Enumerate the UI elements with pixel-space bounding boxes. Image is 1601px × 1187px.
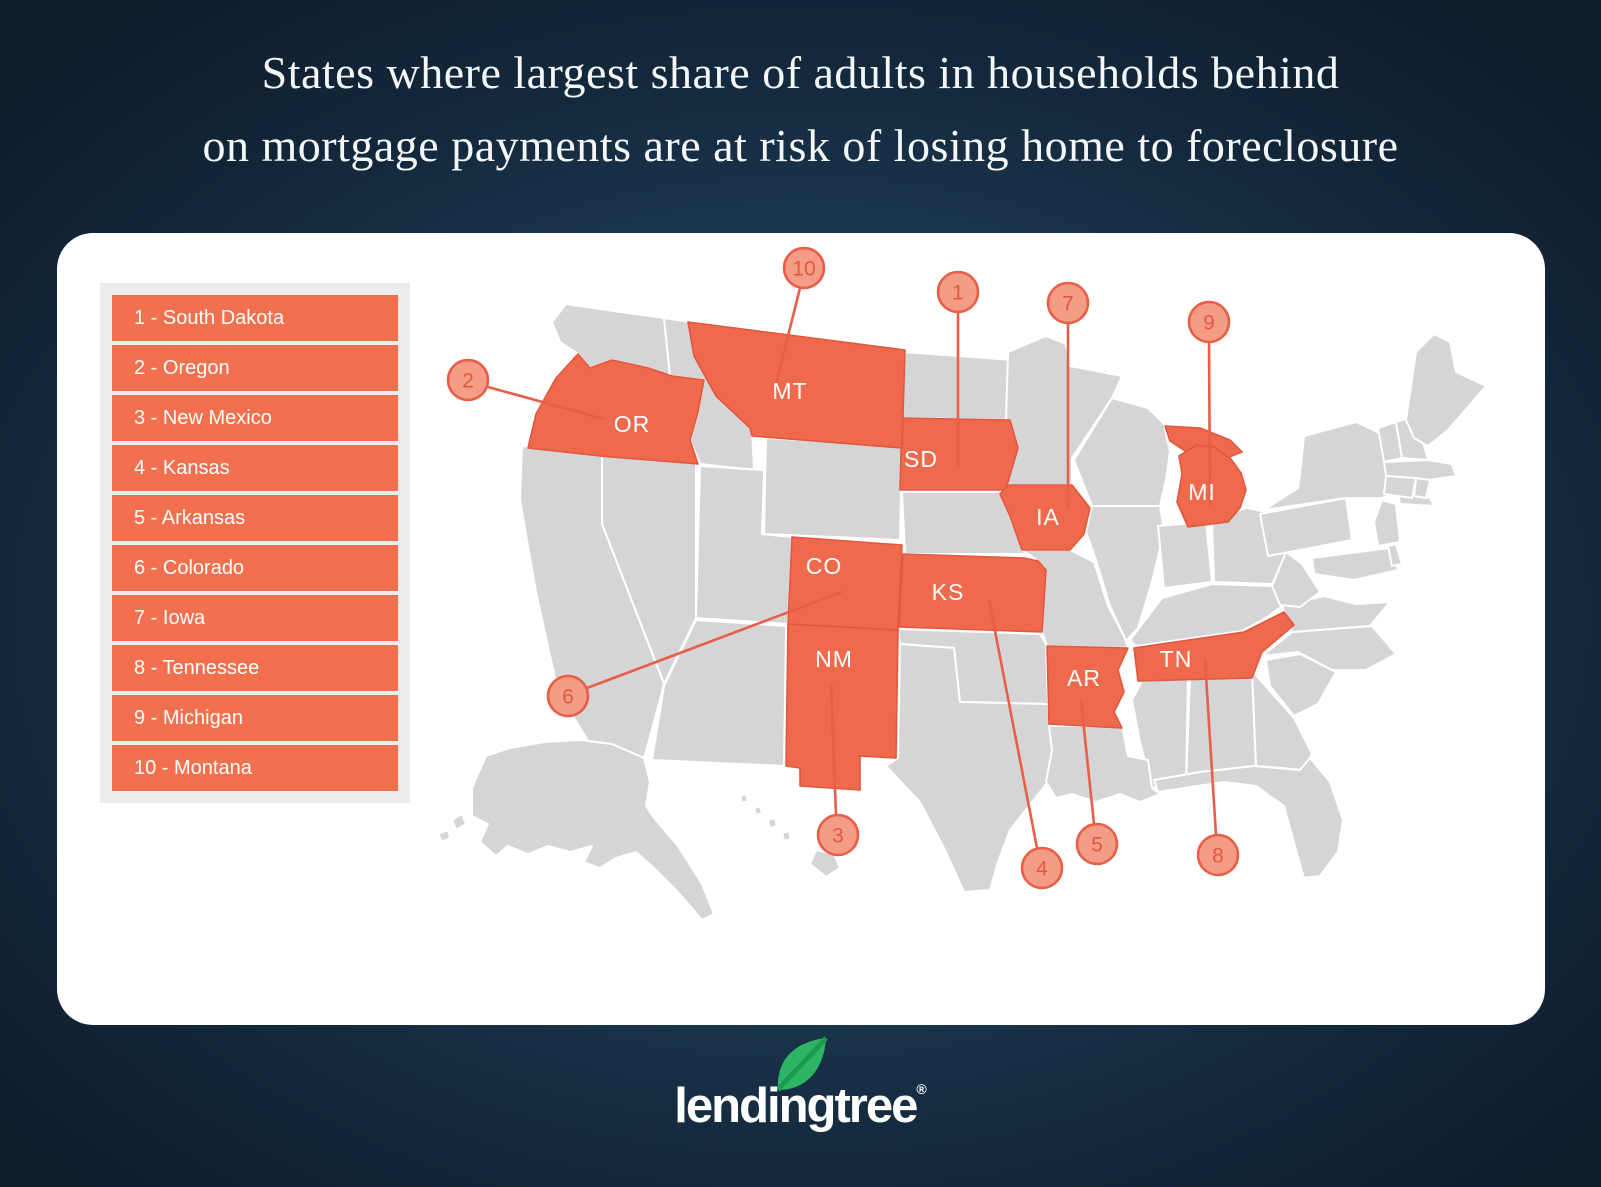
callout-circle-1 <box>936 270 980 314</box>
state-pa <box>1259 497 1353 557</box>
state-label-tn: TN <box>1160 646 1193 672</box>
state-ak-island-1 <box>451 813 467 831</box>
state-nm <box>785 623 899 791</box>
callout-line-4 <box>987 599 1039 849</box>
state-mt <box>687 321 906 449</box>
state-in <box>1157 521 1213 589</box>
legend-row-9: 9 - Michigan <box>112 695 398 741</box>
callout-line-6 <box>586 590 843 690</box>
page-title: States where largest share of adults in … <box>0 36 1601 182</box>
lendingtree-logo: lendingtree® <box>0 1036 1601 1133</box>
callout-number-9: 9 <box>1203 312 1215 335</box>
callout-number-2: 2 <box>462 370 474 393</box>
title-line-2: on mortgage payments are at risk of losi… <box>202 120 1399 171</box>
callout-line-9 <box>1207 341 1212 507</box>
state-or <box>527 353 705 465</box>
callout-circle-2 <box>446 358 490 402</box>
state-label-or: OR <box>614 411 651 437</box>
callout-line-3 <box>829 683 838 816</box>
state-va <box>1281 595 1391 633</box>
state-me <box>1405 333 1487 447</box>
state-wi <box>1073 397 1171 507</box>
state-fl <box>1153 757 1344 879</box>
state-hi-island-2 <box>753 805 763 816</box>
callout-line-8 <box>1203 659 1218 836</box>
state-label-mt: MT <box>772 378 807 404</box>
state-ak-island-2 <box>437 829 451 843</box>
state-ar <box>1046 645 1129 729</box>
leaf-icon <box>776 1036 829 1092</box>
callout-number-3: 3 <box>832 825 844 848</box>
state-mi-part2 <box>1176 444 1247 528</box>
title-line-1: States where largest share of adults in … <box>261 47 1340 98</box>
legend-row-7: 7 - Iowa <box>112 595 398 641</box>
map-card: 1 SD 2 OR 3 NM 4 KS 5 AR 6 CO 7 IA 8 TN 9 MI 10 MT 1 - Sout… <box>57 233 1545 1025</box>
state-de <box>1387 543 1403 567</box>
state-co <box>787 536 903 631</box>
callout-circle-7 <box>1046 281 1090 325</box>
legend-row-4: 4 - Kansas <box>112 445 398 491</box>
callout-number-8: 8 <box>1212 845 1224 868</box>
us-map: 1 SD 2 OR 3 NM 4 KS 5 AR 6 CO 7 IA 8 TN 9 MI 10 MT <box>437 246 1487 921</box>
state-label-nm: NM <box>815 646 853 672</box>
state-tn <box>1133 611 1295 682</box>
callout-circle-8 <box>1196 833 1240 877</box>
callout-circle-4 <box>1020 846 1064 890</box>
logo-brand-text: lendingtree <box>674 1079 918 1133</box>
state-label-mi: MI <box>1188 479 1216 505</box>
state-il <box>1085 505 1165 642</box>
legend-row-8: 8 - Tennessee <box>112 645 398 691</box>
callout-number-1: 1 <box>952 282 964 305</box>
state-hi-island-4 <box>781 830 792 842</box>
state-tx <box>885 643 1055 893</box>
state-label-ia: IA <box>1036 504 1060 530</box>
callout-line-10 <box>774 287 802 385</box>
callout-number-4: 4 <box>1036 858 1048 881</box>
state-ri <box>1413 477 1431 499</box>
callout-line-5 <box>1079 699 1096 825</box>
callout-number-5: 5 <box>1091 834 1103 857</box>
callout-circle-6 <box>546 674 590 718</box>
state-label-ks: KS <box>932 579 965 605</box>
callout-circle-3 <box>816 813 860 857</box>
state-wy <box>763 437 903 541</box>
registered-mark: ® <box>916 1081 927 1097</box>
callout-circle-5 <box>1075 822 1119 866</box>
state-label-sd: SD <box>904 446 938 472</box>
callout-number-10: 10 <box>792 258 815 281</box>
legend-row-10: 10 - Montana <box>112 745 398 791</box>
state-az <box>651 619 787 767</box>
state-ks <box>898 553 1047 633</box>
ranking-legend: 1 - South Dakota 2 - Oregon 3 - New Mexico… <box>100 283 410 803</box>
legend-row-6: 6 - Colorado <box>112 545 398 591</box>
callout-number-6: 6 <box>562 686 574 709</box>
callout-circle-10 <box>782 246 826 290</box>
state-nj <box>1373 499 1401 547</box>
state-hi-island-1 <box>739 793 749 804</box>
state-md <box>1311 547 1399 581</box>
legend-row-1: 1 - South Dakota <box>112 295 398 341</box>
logo-wordmark: lendingtree® <box>674 1079 926 1133</box>
state-label-ar: AR <box>1067 665 1101 691</box>
legend-row-5: 5 - Arkansas <box>112 495 398 541</box>
state-label-co: CO <box>806 553 843 579</box>
legend-row-2: 2 - Oregon <box>112 345 398 391</box>
callout-circle-9 <box>1187 300 1231 344</box>
callout-line-2 <box>487 385 605 421</box>
state-hi-island-3 <box>767 817 778 829</box>
state-ak <box>471 739 715 921</box>
state-ct <box>1383 475 1417 499</box>
state-la <box>1045 725 1161 803</box>
state-mi-part1 <box>1164 425 1243 460</box>
callout-number-7: 7 <box>1062 293 1074 316</box>
legend-row-3: 3 - New Mexico <box>112 395 398 441</box>
